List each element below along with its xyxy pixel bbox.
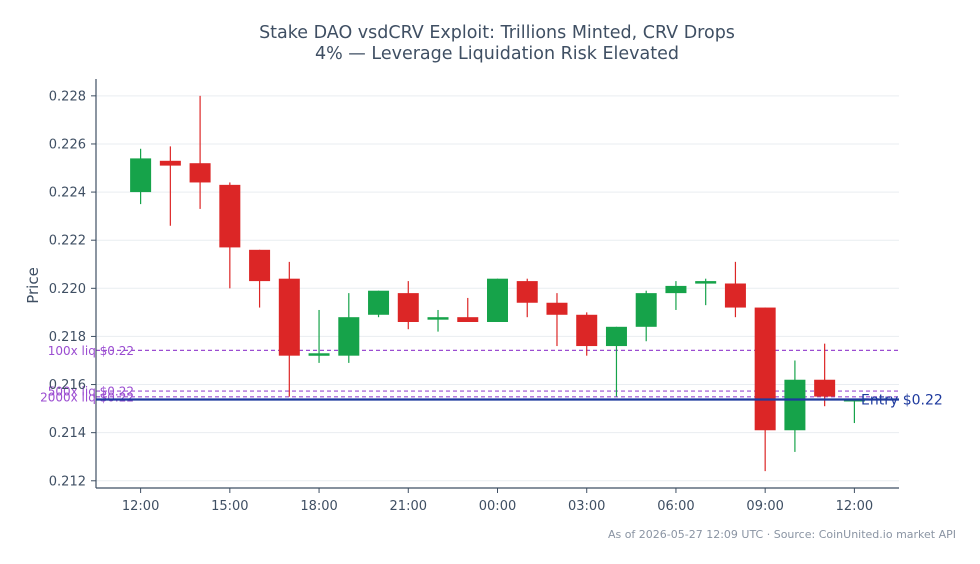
y-tick-label: 0.212 xyxy=(49,474,86,489)
chart-title: Stake DAO vsdCRV Exploit: Trillions Mint… xyxy=(259,23,735,64)
entry-label: Entry $0.22 xyxy=(861,392,943,408)
x-tick-label: 15:00 xyxy=(211,499,248,514)
y-tick-label: 0.220 xyxy=(49,282,86,297)
candle-body-down xyxy=(576,314,598,347)
footer-source: As of 2026-05-27 12:09 UTC · Source: Coi… xyxy=(608,528,956,541)
candle-body-down xyxy=(159,160,181,166)
candle-body-down xyxy=(457,317,479,322)
x-tick-label: 06:00 xyxy=(657,499,694,514)
x-tick-label: 00:00 xyxy=(479,499,516,514)
candle-body-up xyxy=(784,379,806,431)
candle-body-up xyxy=(665,285,687,294)
y-tick-label: 0.228 xyxy=(49,89,86,104)
candle-body-up xyxy=(605,326,627,347)
x-tick-label: 21:00 xyxy=(390,499,427,514)
y-axis-label: Price xyxy=(24,267,42,304)
x-tick-label: 03:00 xyxy=(568,499,605,514)
candles xyxy=(130,95,865,472)
liquidation-label: 2000x liq $0.22 xyxy=(40,390,134,404)
x-tick-label: 09:00 xyxy=(746,499,783,514)
candle-body-down xyxy=(516,281,538,303)
candle-body-down xyxy=(189,163,211,183)
y-tick-label: 0.218 xyxy=(49,330,86,345)
candle-body-down xyxy=(249,249,271,282)
candle-body-up xyxy=(368,290,390,315)
y-tick-label: 0.222 xyxy=(49,234,86,249)
y-tick-label: 0.224 xyxy=(49,186,86,201)
candle-body-down xyxy=(814,379,836,397)
chart-title-line: Stake DAO vsdCRV Exploit: Trillions Mint… xyxy=(259,23,735,43)
y-tick-label: 0.214 xyxy=(49,426,86,441)
y-tick-label: 0.226 xyxy=(49,137,86,152)
candle-body-up xyxy=(130,158,152,193)
axes: 0.212 0.214 0.216 0.218 0.220 0.222 0.224 0.226… xyxy=(24,79,899,514)
liquidation-label: 500x liq $0.22 xyxy=(48,385,134,399)
candle-body-down xyxy=(724,283,746,308)
x-tick-label: 12:00 xyxy=(836,499,873,514)
candle-body-down xyxy=(278,278,300,356)
candle-body-down xyxy=(397,293,419,322)
candle-body-up xyxy=(427,317,449,320)
x-tick-label: 12:00 xyxy=(122,499,159,514)
candle-body-down xyxy=(219,184,241,248)
liquidation-label: 100x liq $0.22 xyxy=(48,344,134,358)
chart-title-line: 4% — Leverage Liquidation Risk Elevated xyxy=(315,44,679,64)
candle-body-up xyxy=(308,353,330,356)
candle-body-up xyxy=(695,281,717,284)
candle-body-down xyxy=(754,307,776,431)
candle-body-up xyxy=(487,278,508,322)
candle-body-up xyxy=(635,293,657,327)
x-tick-label: 18:00 xyxy=(300,499,337,514)
candle-body-down xyxy=(546,302,568,315)
candle-body-up xyxy=(338,317,360,356)
y-tick-label: 0.216 xyxy=(49,378,86,393)
